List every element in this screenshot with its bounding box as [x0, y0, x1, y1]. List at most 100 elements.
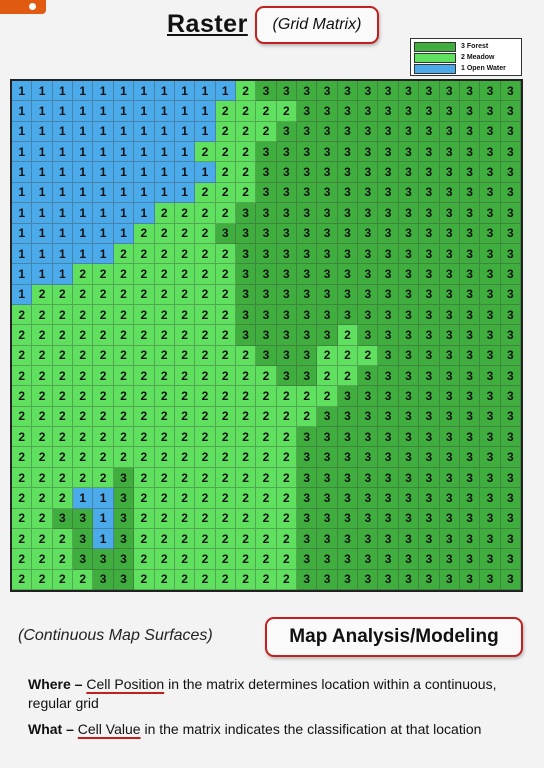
- grid-cell: 2: [154, 325, 175, 346]
- grid-cell: 2: [317, 366, 338, 387]
- grid-cell: 2: [174, 386, 196, 407]
- grid-cell: 3: [459, 508, 481, 529]
- grid-cell: 3: [297, 325, 318, 346]
- grid-cell: 2: [215, 203, 236, 224]
- grid-cell: 3: [459, 447, 481, 468]
- grid-cell: 2: [12, 508, 33, 529]
- grid-cell: 3: [480, 427, 501, 448]
- grid-cell: 3: [358, 386, 379, 407]
- grid-cell: 3: [459, 467, 481, 489]
- grid-cell: 3: [297, 427, 318, 448]
- legend-label-open-water: 1 Open Water: [461, 65, 506, 72]
- grid-cell: 2: [215, 142, 236, 163]
- grid-cell: 3: [256, 182, 277, 204]
- grid-cell: 3: [358, 467, 379, 489]
- grid-cell: 2: [235, 508, 257, 529]
- grid-cell: 2: [154, 528, 175, 550]
- grid-cell: 3: [398, 325, 420, 346]
- grid-cell: 3: [439, 488, 460, 509]
- grid-cell: 2: [12, 427, 33, 448]
- grid-cell: 3: [480, 549, 501, 570]
- grid-cell: 3: [235, 304, 257, 326]
- grid-cell: 3: [500, 488, 521, 509]
- grid-cell: 3: [459, 101, 481, 122]
- grid-cell: 3: [398, 366, 420, 387]
- grid-cell: 2: [215, 508, 236, 529]
- grid-cell: 3: [317, 243, 338, 265]
- grid-cell: 1: [93, 182, 114, 204]
- grid-cell: 2: [32, 528, 53, 550]
- grid-cell: 3: [398, 386, 420, 407]
- grid-cell: 2: [134, 284, 155, 305]
- grid-cell: 2: [215, 264, 236, 285]
- grid-cell: 3: [235, 223, 257, 244]
- grid-cell: 2: [52, 406, 74, 428]
- grid-cell: 1: [174, 81, 196, 102]
- grid-cell: 2: [93, 406, 114, 428]
- grid-cell: 1: [93, 508, 114, 529]
- grid-cell: 2: [235, 447, 257, 468]
- grid-cell: 3: [439, 467, 460, 489]
- grid-cell: 2: [235, 345, 257, 367]
- grid-cell: 2: [134, 549, 155, 570]
- grid-cell: 3: [297, 121, 318, 143]
- grid-cell: 3: [398, 508, 420, 529]
- grid-cell: 3: [480, 243, 501, 265]
- grid-cell: 3: [358, 528, 379, 550]
- grid-cell: 1: [134, 101, 155, 122]
- grid-cell: 3: [297, 284, 318, 305]
- grid-cell: 1: [134, 142, 155, 163]
- grid-cell: 2: [215, 162, 236, 183]
- grid-cell: 3: [500, 243, 521, 265]
- grid-cell: 1: [73, 81, 94, 102]
- grid-cell: 2: [174, 223, 196, 244]
- grid-cell: 2: [134, 366, 155, 387]
- grid-cell: 2: [93, 467, 114, 489]
- grid-cell: 3: [439, 81, 460, 102]
- grid-cell: 1: [12, 284, 33, 305]
- grid-cell: 3: [337, 142, 359, 163]
- grid-cell: 3: [459, 386, 481, 407]
- grid-cell: 2: [276, 508, 298, 529]
- grid-cell: 3: [398, 162, 420, 183]
- grid-cell: 3: [500, 447, 521, 468]
- grid-cell: 2: [32, 427, 53, 448]
- grid-cell: 3: [317, 467, 338, 489]
- grid-cell: 2: [256, 508, 277, 529]
- grid-cell: 2: [154, 488, 175, 509]
- grid-cell: 2: [195, 427, 216, 448]
- grid-cell: 3: [358, 203, 379, 224]
- grid-cell: 1: [113, 101, 135, 122]
- grid-cell: 1: [113, 142, 135, 163]
- grid-cell: 1: [134, 81, 155, 102]
- grid-cell: 2: [215, 101, 236, 122]
- grid-cell: 3: [297, 467, 318, 489]
- grid-cell: 1: [174, 121, 196, 143]
- grid-cell: 3: [398, 203, 420, 224]
- grid-cell: 2: [276, 549, 298, 570]
- grid-cell: 1: [52, 203, 74, 224]
- grid-cell: 1: [32, 162, 53, 183]
- grid-cell: 3: [419, 121, 440, 143]
- grid-cell: 2: [154, 386, 175, 407]
- grid-cell: 2: [32, 386, 53, 407]
- grid-cell: 2: [235, 162, 257, 183]
- grid-cell: 3: [317, 81, 338, 102]
- grid-cell: 2: [215, 488, 236, 509]
- grid-cell: 2: [235, 488, 257, 509]
- grid-cell: 3: [459, 243, 481, 265]
- grid-cell: 2: [276, 406, 298, 428]
- grid-cell: 3: [297, 81, 318, 102]
- grid-cell: 2: [256, 386, 277, 407]
- grid-cell: 3: [378, 386, 399, 407]
- legend-swatch-meadow: [414, 52, 456, 63]
- grid-cell: 3: [378, 243, 399, 265]
- grid-cell: 3: [439, 325, 460, 346]
- grid-cell: 3: [378, 447, 399, 468]
- grid-cell: 3: [337, 447, 359, 468]
- grid-cell: 3: [398, 101, 420, 122]
- grid-cell: 3: [500, 528, 521, 550]
- grid-cell: 2: [276, 528, 298, 550]
- grid-cell: 1: [32, 182, 53, 204]
